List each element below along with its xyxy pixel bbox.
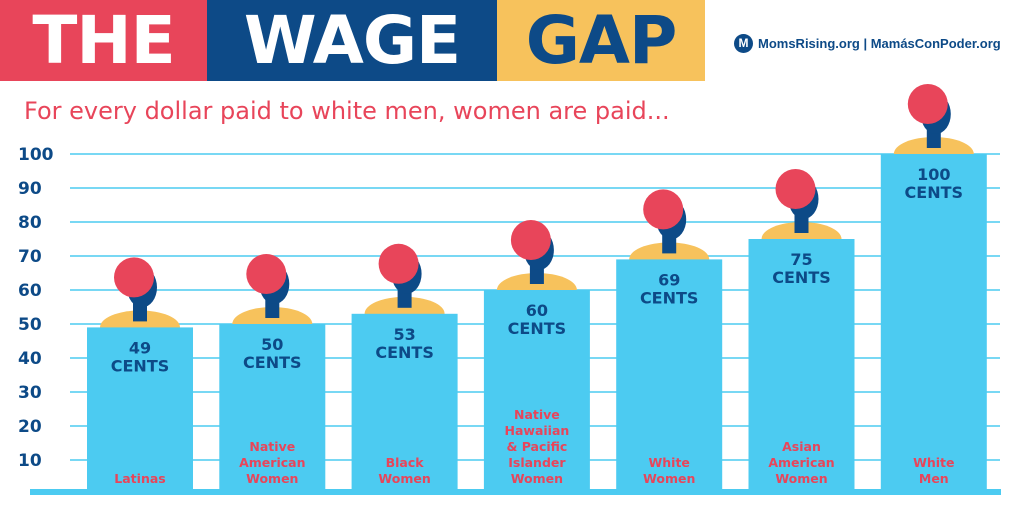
bar-unit-label: CENTS <box>375 343 434 362</box>
category-label: Women <box>775 471 827 486</box>
category-label: Men <box>919 471 949 486</box>
momsrising-logo-icon: M <box>734 33 753 53</box>
category-label: Latinas <box>114 471 165 486</box>
category-label: Women <box>511 471 563 486</box>
category-label: Native <box>514 407 560 422</box>
bar-value-label: 49 <box>129 338 151 357</box>
category-label: American <box>768 455 834 470</box>
bar-unit-label: CENTS <box>640 288 699 307</box>
category-label: & Pacific <box>506 439 567 454</box>
person-hair-icon <box>907 84 948 124</box>
y-tick-label: 30 <box>18 383 42 403</box>
category-label: Women <box>378 471 430 486</box>
category-label: American <box>239 455 305 470</box>
bar <box>483 290 590 494</box>
y-tick-label: 40 <box>18 349 42 369</box>
bar-unit-label: CENTS <box>111 356 170 375</box>
title-the: THE <box>0 0 207 81</box>
chart-subtitle: For every dollar paid to white men, wome… <box>24 97 670 125</box>
category-label: Islander <box>508 455 566 470</box>
category-label: White <box>913 455 954 470</box>
category-label: Black <box>386 455 425 470</box>
bar-value-label: 60 <box>526 301 548 320</box>
bar-value-label: 50 <box>261 335 283 354</box>
bar-value-label: 100 <box>917 165 950 184</box>
bar <box>219 324 326 494</box>
bar-unit-label: CENTS <box>905 183 964 202</box>
person-hair-icon <box>114 257 154 298</box>
category-label: White <box>648 455 689 470</box>
bar-value-label: 53 <box>393 325 415 344</box>
bar <box>87 327 193 494</box>
bar-value-label: 69 <box>658 270 680 289</box>
y-tick-label: 100 <box>18 145 54 165</box>
title-wage: WAGE <box>207 0 497 81</box>
bar-unit-label: CENTS <box>243 353 302 372</box>
category-label: Hawaiian <box>505 423 570 438</box>
y-tick-label: 70 <box>18 247 42 267</box>
category-label: Asian <box>782 439 821 454</box>
person-hair-icon <box>775 169 816 209</box>
y-tick-label: 50 <box>18 315 42 335</box>
y-tick-label: 90 <box>18 179 42 199</box>
person-hair-icon <box>246 254 287 294</box>
bar-value-label: 75 <box>790 250 812 269</box>
person-hair-icon <box>643 189 684 230</box>
y-tick-label: 80 <box>18 213 42 233</box>
y-tick-label: 10 <box>18 451 42 471</box>
brand-credit: M MomsRising.org | MamásConPoder.org <box>734 33 1001 53</box>
person-hair-icon <box>510 220 551 260</box>
person-hair-icon <box>378 243 419 284</box>
y-tick-label: 20 <box>18 417 42 437</box>
bar-unit-label: CENTS <box>508 319 567 338</box>
bar <box>351 313 458 494</box>
category-label: Native <box>249 439 295 454</box>
title-banner: THE WAGE GAP <box>0 0 705 81</box>
category-label: Women <box>643 471 695 486</box>
bar <box>880 154 987 494</box>
bar <box>616 259 723 494</box>
title-gap: GAP <box>497 0 705 81</box>
y-tick-label: 60 <box>18 281 42 301</box>
bar <box>748 239 855 494</box>
brand-text: MomsRising.org | MamásConPoder.org <box>758 35 1001 51</box>
bar-unit-label: CENTS <box>772 268 831 287</box>
category-label: Women <box>246 471 298 486</box>
